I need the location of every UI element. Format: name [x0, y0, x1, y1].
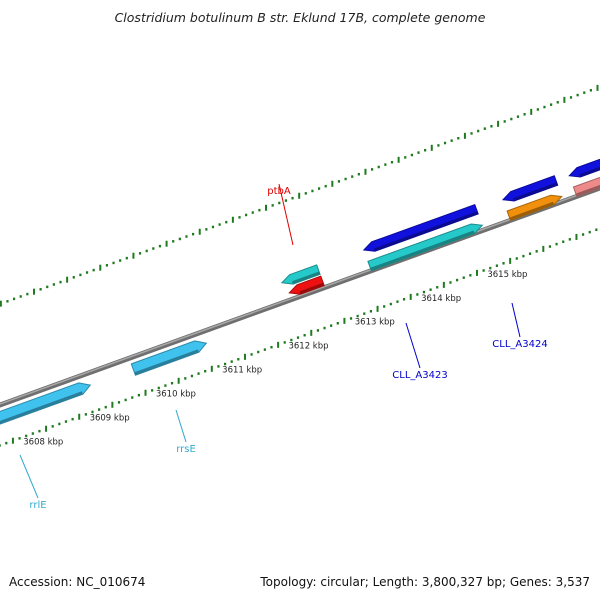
- feature-shadow: [373, 211, 479, 252]
- genome-backbone: [0, 185, 600, 408]
- feature-shadow: [513, 182, 558, 201]
- feature-shadow: [370, 230, 475, 271]
- feature-shadow: [292, 271, 321, 285]
- backbone-line: [0, 185, 600, 408]
- scale-label: 3615 kbp: [487, 270, 527, 280]
- scale-labels: 3608 kbp 3609 kbp 3610 kbp 3611 kbp 3612 kbp…: [23, 270, 527, 448]
- feature-shadow: [299, 282, 325, 295]
- label-leader-rrsE: [175, 409, 187, 443]
- feature-shadow: [0, 391, 83, 425]
- feature-ptbA_a: [280, 264, 321, 285]
- backbone-highlight: [0, 186, 600, 405]
- scale-label: 3611 kbp: [222, 366, 262, 376]
- feature-track: [0, 158, 600, 425]
- outer-tick-ring: [0, 84, 599, 307]
- feature-shadow: [509, 201, 555, 221]
- gene-label-CLL_A3424: CLL_A3424: [492, 339, 547, 350]
- accession-text: Accession: NC_010674: [9, 575, 146, 589]
- scale-label: 3609 kbp: [90, 414, 130, 424]
- label-leader-CLL_A3424: [511, 302, 521, 338]
- feature-CLL_A3424: [501, 175, 559, 202]
- label-leader-rrlE: [19, 454, 39, 499]
- feature-rrsE: [130, 340, 208, 376]
- inner-tick-ring: [0, 228, 598, 447]
- feature-pink_gene_right: [572, 176, 600, 198]
- gene-label-rrlE: rrlE: [29, 500, 46, 511]
- feature-shadow: [579, 166, 600, 177]
- scale-label: 3610 kbp: [156, 390, 196, 400]
- feature-shadow: [134, 349, 199, 376]
- gene-label-rrsE: rrsE: [176, 444, 196, 455]
- feature-shadow: [575, 184, 600, 197]
- genome-summary-text: Topology: circular; Length: 3,800,327 bp…: [260, 575, 590, 589]
- gene-label-ptbA: ptbA: [267, 186, 291, 197]
- scale-label: 3612 kbp: [288, 342, 328, 352]
- label-leader-CLL_A3423: [405, 322, 421, 369]
- feature-ptbA: [288, 275, 325, 295]
- scale-label: 3613 kbp: [355, 318, 395, 328]
- scale-label: 3614 kbp: [421, 294, 461, 304]
- gene-labels: rrlE rrsE ptbA CLL_A3423 CLL_A3424: [19, 183, 548, 511]
- genome-title: Clostridium botulinum B str. Eklund 17B,…: [114, 10, 486, 25]
- label-leader-ptbA: [278, 183, 294, 246]
- scale-label: 3608 kbp: [23, 438, 63, 448]
- gene-label-CLL_A3423: CLL_A3423: [392, 370, 447, 381]
